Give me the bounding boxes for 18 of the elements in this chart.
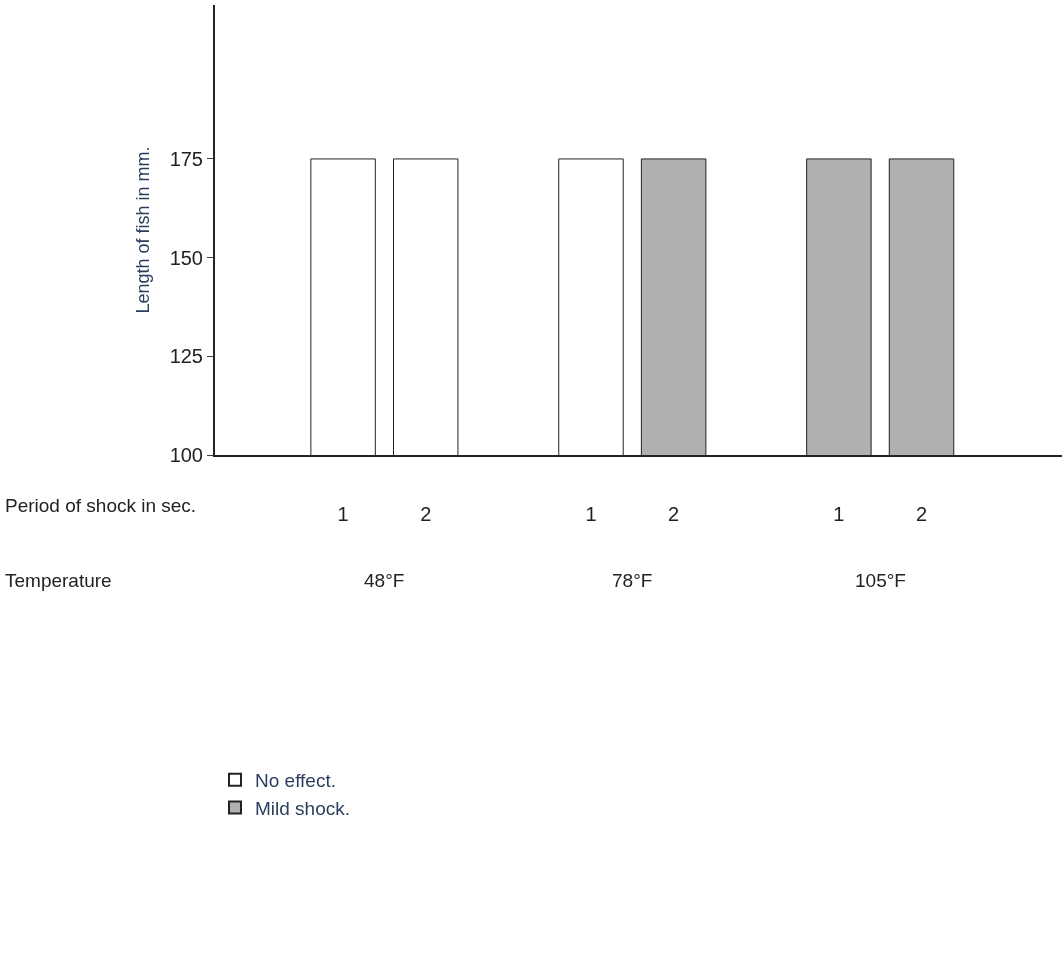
y-tick-label: 100	[169, 444, 203, 466]
x-tick-label: 2	[420, 503, 432, 525]
x-tick-label: 1	[833, 503, 845, 525]
x-tick-label: 1	[585, 503, 597, 525]
text: 78°F	[612, 570, 653, 591]
text: 48°F	[364, 570, 405, 591]
y-tick-label: 175	[169, 147, 203, 170]
legend-label: No effect.	[255, 770, 336, 792]
text: Temperature	[5, 570, 112, 591]
x-tick-label: 1	[337, 503, 349, 525]
y-tick-label: 150	[169, 246, 203, 269]
x-tick-label: 2	[915, 503, 928, 525]
y-axis-title: Length of fish in mm.	[133, 146, 154, 314]
text: 105°F	[855, 570, 906, 591]
text: Period of shock in sec.	[5, 495, 197, 516]
x-tick-label: 2	[668, 503, 680, 525]
legend-label: Mild shock.	[255, 797, 351, 819]
y-tick-label: 125	[169, 345, 203, 368]
